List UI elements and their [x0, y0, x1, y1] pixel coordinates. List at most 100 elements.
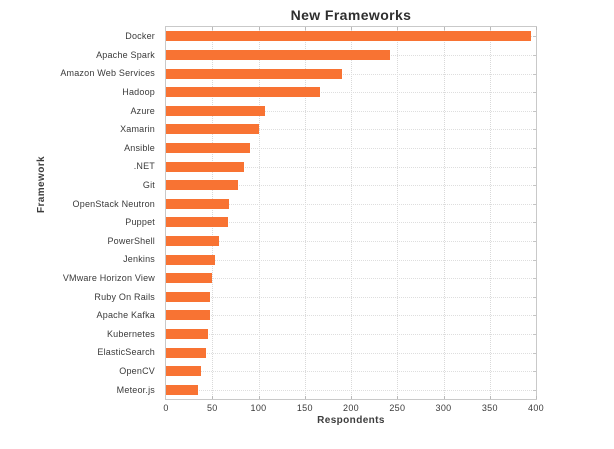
- h-gridline: [166, 166, 536, 168]
- y-tick-label: Docker: [125, 31, 155, 42]
- bar: [166, 142, 251, 153]
- y-tick-label: Apache Kafka: [96, 310, 155, 321]
- x-tick-label: 150: [296, 403, 313, 413]
- bar: [166, 31, 532, 42]
- h-gridline: [166, 203, 536, 205]
- h-gridline: [166, 259, 536, 261]
- tick-mark-top: [536, 27, 537, 30]
- tick-mark-top: [259, 27, 260, 30]
- bar: [166, 384, 199, 395]
- tick-mark-bottom: [212, 396, 213, 399]
- v-gridline: [397, 27, 398, 399]
- h-gridline: [166, 185, 536, 187]
- bar: [166, 235, 219, 246]
- bar: [166, 310, 210, 321]
- tick-mark-bottom: [351, 396, 352, 399]
- x-tick-label: 250: [389, 403, 406, 413]
- bar: [166, 217, 228, 228]
- tick-mark-right: [533, 185, 536, 187]
- tick-mark-top: [212, 27, 213, 30]
- bar: [166, 87, 320, 98]
- x-tick-label: 350: [481, 403, 498, 413]
- y-axis-tick-labels: Docker Apache Spark Amazon Web Services Had…: [0, 26, 160, 400]
- y-tick-label: Puppet: [125, 217, 155, 228]
- x-tick-label: 100: [250, 403, 267, 413]
- y-tick-label: Kubernetes: [106, 328, 155, 339]
- v-gridline: [305, 27, 306, 399]
- h-gridline: [166, 371, 536, 373]
- tick-mark-top: [490, 27, 491, 30]
- tick-mark-right: [533, 240, 536, 242]
- x-tick-label: 0: [163, 403, 169, 413]
- v-gridline: [212, 27, 213, 399]
- y-tick-label: OpenStack Neutron: [72, 198, 155, 209]
- tick-mark-top: [397, 27, 398, 30]
- y-tick-label: Meteor.js: [116, 384, 155, 395]
- tick-mark-right: [533, 315, 536, 317]
- h-gridline: [166, 352, 536, 354]
- bar: [166, 49, 390, 60]
- tick-mark-top: [351, 27, 352, 30]
- h-gridline: [166, 129, 536, 131]
- tick-mark-bottom: [444, 396, 445, 399]
- tick-mark-right: [533, 203, 536, 205]
- h-gridline: [166, 333, 536, 335]
- tick-mark-right: [533, 371, 536, 373]
- tick-mark-right: [533, 259, 536, 261]
- bar: [166, 180, 239, 191]
- y-tick-label: Xamarin: [120, 124, 155, 135]
- h-gridline: [166, 92, 536, 94]
- y-tick-label: OpenCV: [119, 366, 155, 377]
- h-gridline: [166, 278, 536, 280]
- x-tick-label: 50: [206, 403, 218, 413]
- v-gridline: [351, 27, 352, 399]
- bar: [166, 105, 265, 116]
- tick-mark-top: [444, 27, 445, 30]
- tick-mark-right: [533, 92, 536, 94]
- y-tick-label: .NET: [133, 161, 155, 172]
- x-axis-title: Respondents: [317, 415, 385, 426]
- tick-mark-bottom: [490, 396, 491, 399]
- bar: [166, 161, 244, 172]
- tick-mark-right: [533, 54, 536, 56]
- y-tick-label: ElasticSearch: [97, 347, 155, 358]
- bar: [166, 273, 213, 284]
- plot-area: [165, 26, 537, 400]
- tick-mark-bottom: [536, 396, 537, 399]
- y-tick-label: Hadoop: [122, 87, 155, 98]
- tick-mark-right: [533, 296, 536, 298]
- x-tick-label: 300: [435, 403, 452, 413]
- tick-mark-bottom: [259, 396, 260, 399]
- y-tick-label: VMware Horizon View: [62, 273, 155, 284]
- tick-mark-right: [533, 333, 536, 335]
- v-gridline: [259, 27, 260, 399]
- h-gridline: [166, 147, 536, 149]
- y-tick-label: Ruby On Rails: [94, 291, 155, 302]
- tick-mark-right: [533, 147, 536, 149]
- tick-mark-bottom: [397, 396, 398, 399]
- h-gridline: [166, 73, 536, 75]
- tick-mark-right: [533, 129, 536, 131]
- tick-mark-bottom: [305, 396, 306, 399]
- h-gridline: [166, 240, 536, 242]
- bar: [166, 254, 215, 265]
- tick-mark-right: [533, 278, 536, 280]
- bar: [166, 68, 342, 79]
- h-gridline: [166, 222, 536, 224]
- bar: [166, 328, 208, 339]
- tick-mark-right: [533, 73, 536, 75]
- bar: [166, 124, 259, 135]
- h-gridline: [166, 315, 536, 317]
- y-tick-label: PowerShell: [107, 235, 155, 246]
- tick-mark-right: [533, 352, 536, 354]
- tick-mark-right: [533, 110, 536, 112]
- bar: [166, 347, 206, 358]
- h-gridline: [166, 389, 536, 391]
- y-tick-label: Ansible: [124, 142, 155, 153]
- tick-mark-top: [305, 27, 306, 30]
- h-gridline: [166, 296, 536, 298]
- bar: [166, 291, 210, 302]
- bar: [166, 198, 229, 209]
- tick-mark-right: [533, 36, 536, 38]
